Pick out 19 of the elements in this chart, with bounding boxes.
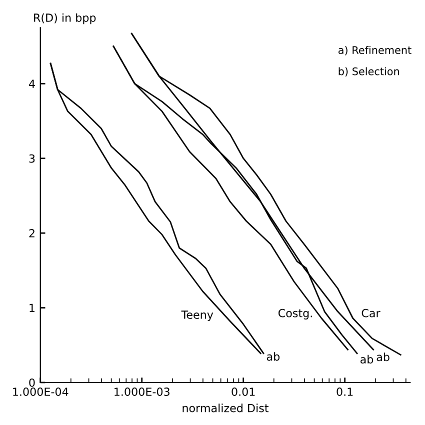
y-tick-label: 4 (28, 80, 35, 88)
annotation: ab (360, 354, 374, 364)
annotation: a) Refinement (338, 46, 412, 56)
x-tick-label: 1.000E-04 (13, 388, 68, 396)
annotation: Costg. (278, 308, 312, 320)
annotation: ab (266, 352, 280, 361)
x-tick-label: 0.01 (232, 388, 255, 396)
y-tick-label: 1 (30, 304, 34, 312)
annotation: Teeny (181, 310, 214, 322)
y-tick-label: 3 (29, 154, 35, 163)
annotation: ab (376, 352, 390, 362)
y-tick-label: 2 (29, 229, 34, 238)
annotation: Car (362, 308, 380, 318)
x-tick-label: 1.000E-03 (114, 388, 170, 396)
annotation: b) Selection (338, 67, 399, 76)
x-axis-title: normalized Dist (182, 404, 269, 412)
y-axis-title: R(D) in bpp (34, 13, 96, 24)
x-tick-label: 0.1 (336, 388, 353, 396)
y-tick-label: 0 (29, 378, 35, 387)
